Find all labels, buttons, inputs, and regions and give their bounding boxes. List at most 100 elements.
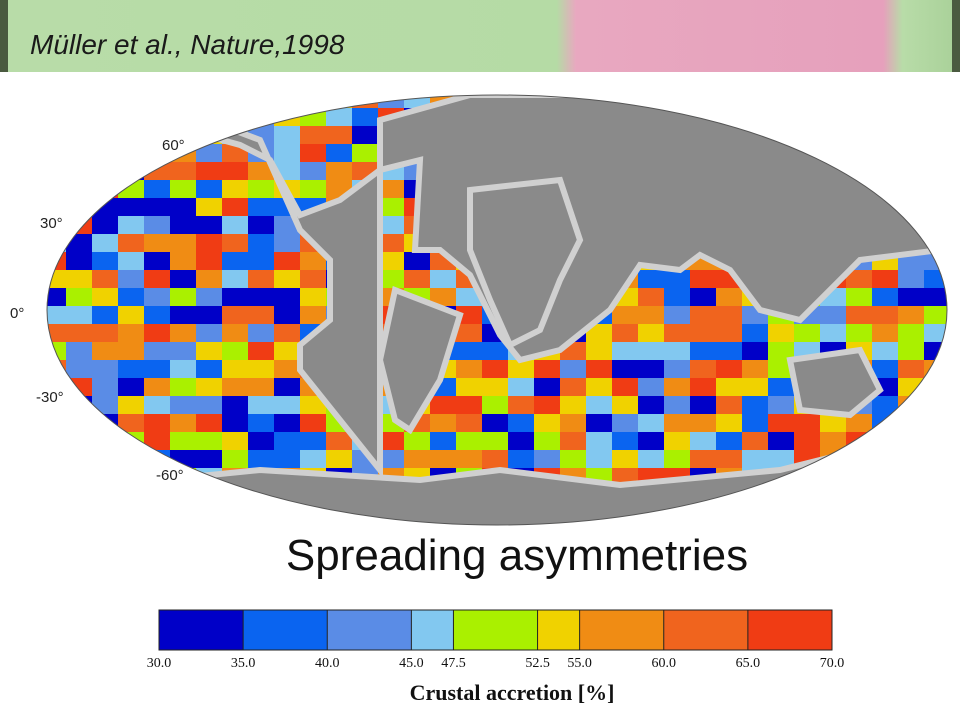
accretion-cell [690,360,717,379]
accretion-cell [170,414,197,433]
accretion-cell [872,504,899,523]
accretion-cell [118,342,145,361]
colorbar-tick-label: 60.0 [652,656,677,671]
accretion-cell [924,486,947,505]
accretion-cell [144,342,171,361]
accretion-cell [404,270,431,289]
accretion-cell [846,270,873,289]
accretion-cell [274,378,301,397]
accretion-cell [248,450,275,469]
accretion-cell [47,306,67,325]
accretion-cell [196,342,223,361]
colorbar-segment [453,610,538,650]
accretion-cell [66,162,93,181]
colorbar-tick-label: 70.0 [820,656,845,671]
accretion-cell [638,414,665,433]
accretion-cell [274,95,301,109]
colorbar-segment [159,610,244,650]
accretion-cell [872,468,899,487]
accretion-cell [820,126,847,145]
accretion-cell [690,324,717,343]
accretion-cell [690,414,717,433]
accretion-cell [144,180,171,199]
accretion-cell [586,378,613,397]
accretion-cell [248,234,275,253]
accretion-cell [898,324,925,343]
accretion-cell [846,95,873,109]
accretion-cell [274,504,301,523]
accretion-cell [196,180,223,199]
accretion-cell [872,324,899,343]
accretion-cell [248,504,275,523]
accretion-cell [248,306,275,325]
accretion-cell [196,288,223,307]
accretion-cell [872,270,899,289]
accretion-cell [716,450,743,469]
accretion-cell [508,378,535,397]
accretion-cell [508,360,535,379]
colorbar-tick-label: 52.5 [525,656,550,671]
accretion-cell [274,234,301,253]
accretion-cell [898,95,925,109]
accretion-cell [300,252,327,271]
accretion-cell [170,198,197,217]
colorbar-tick-label: 45.0 [399,656,424,671]
accretion-cell [300,414,327,433]
accretion-cell [898,522,925,525]
accretion-cell [898,342,925,361]
accretion-cell [170,324,197,343]
accretion-cell [742,450,769,469]
colorbar-tick-label: 40.0 [315,656,340,671]
colorbar-segment [537,610,580,650]
accretion-cell [47,360,67,379]
accretion-cell [768,108,795,127]
accretion-cell [92,360,119,379]
accretion-cell [768,324,795,343]
accretion-cell [456,360,483,379]
accretion-cell [378,450,405,469]
accretion-cell [820,414,847,433]
accretion-cell [742,504,769,523]
accretion-cell [47,468,67,487]
accretion-cell [664,360,691,379]
accretion-cell [170,95,197,109]
accretion-cell [456,450,483,469]
accretion-cell [196,432,223,451]
accretion-cell [248,180,275,199]
accretion-cell [742,108,769,127]
accretion-cell [846,306,873,325]
accretion-cell [768,432,795,451]
accretion-cell [846,144,873,163]
accretion-cell [196,360,223,379]
accretion-cell [196,504,223,523]
accretion-cell [144,252,171,271]
accretion-cell [716,504,743,523]
accretion-cell [66,360,93,379]
accretion-cell [144,396,171,415]
accretion-cell [47,95,67,109]
accretion-cell [872,414,899,433]
accretion-cell [92,450,119,469]
accretion-cell [326,432,353,451]
accretion-cell [92,432,119,451]
accretion-cell [196,234,223,253]
accretion-cell [664,396,691,415]
accretion-cell [196,252,223,271]
accretion-cell [820,468,847,487]
accretion-cell [144,360,171,379]
accretion-cell [872,108,899,127]
accretion-cell [742,432,769,451]
accretion-cell [47,432,67,451]
accretion-cell [222,324,249,343]
accretion-cell [664,378,691,397]
accretion-cell [118,306,145,325]
accretion-cell [430,288,457,307]
accretion-cell [690,270,717,289]
accretion-cell [170,270,197,289]
accretion-cell [664,95,691,109]
accretion-cell [664,414,691,433]
accretion-cell [66,342,93,361]
accretion-cell [118,108,145,127]
accretion-cell [742,95,769,109]
accretion-cell [144,95,171,109]
